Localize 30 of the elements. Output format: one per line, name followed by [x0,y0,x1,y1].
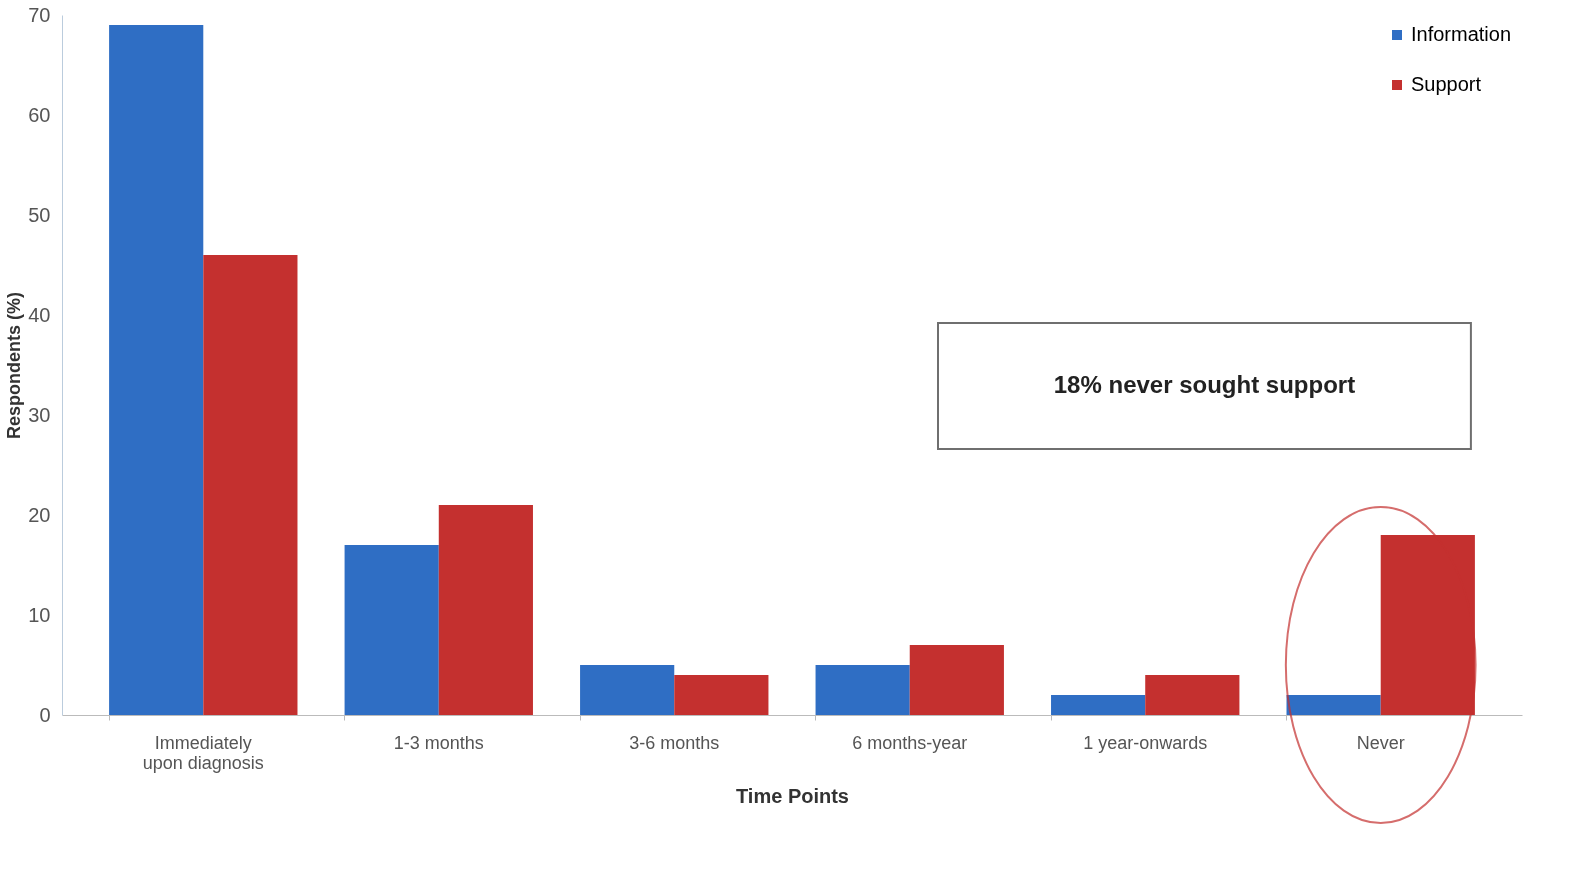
bar [580,665,675,715]
x-tick-label: 1 year-onwards [1083,732,1208,753]
y-axis-title: Respondents (%) [4,291,25,440]
bar [674,675,769,715]
x-tick-label: 1-3 months [393,732,484,753]
bar [109,25,204,715]
bar [1051,695,1146,715]
legend-label: Support [1411,73,1482,95]
bar [438,505,533,715]
y-tick-label: 30 [28,403,51,426]
annotation: 18% never sought support [1053,371,1356,398]
bar [1145,675,1240,715]
bar [1286,695,1381,715]
x-tick-label: Immediately upon diagnosis [142,732,264,773]
y-tick-label: 40 [28,303,51,326]
x-axis-title: Time Points [736,784,849,807]
bar [203,255,298,715]
bar [815,665,910,715]
y-tick-label: 50 [28,203,51,226]
y-tick-label: 70 [28,3,51,26]
y-tick-label: 60 [28,103,51,126]
bar [344,545,439,715]
x-tick-label: 6 months-year [852,732,968,753]
y-tick-label: 20 [28,503,51,526]
x-tick-label: 3-6 months [629,732,720,753]
legend-label: Information [1411,23,1512,45]
y-tick-label: 10 [28,603,51,626]
y-tick-label: 0 [39,703,51,726]
bar [909,645,1004,715]
x-tick-label: Never [1356,732,1405,753]
